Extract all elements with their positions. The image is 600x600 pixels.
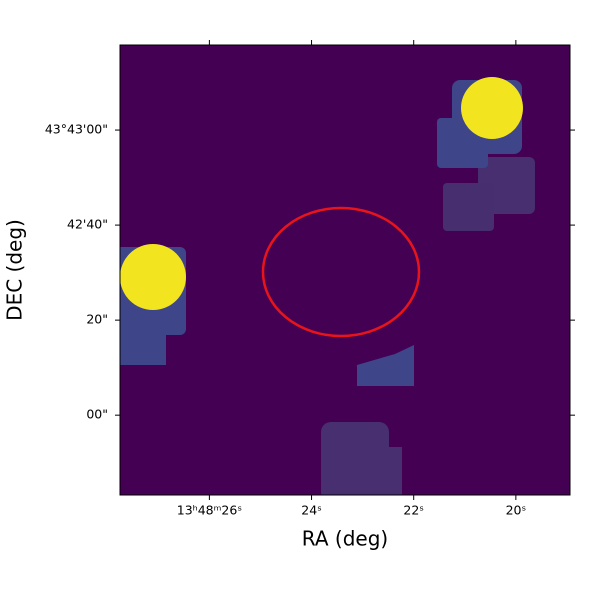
- x-tick-label: 24ˢ: [301, 503, 322, 518]
- bright-source: [120, 244, 186, 310]
- aperture: [261, 206, 421, 338]
- y-axis-label: DEC (deg): [3, 219, 27, 321]
- source-patch: [443, 183, 494, 231]
- bright-source: [461, 77, 523, 139]
- image: [120, 45, 570, 495]
- source-patch: [321, 422, 389, 495]
- source-patch: [357, 345, 414, 386]
- x-tick-label: 13ʰ48ᵐ26ˢ: [177, 503, 242, 518]
- x-tick-label: 20ˢ: [506, 503, 527, 518]
- y-tick-label: 43°43'00": [45, 122, 108, 137]
- source-patch: [380, 447, 402, 495]
- x-tick-label: 22ˢ: [403, 503, 424, 518]
- y-tick-label: 20": [86, 312, 108, 327]
- frame: [119, 44, 571, 496]
- source-patch: [120, 330, 166, 365]
- y-tick-label: 00": [86, 407, 108, 422]
- y-tick-label: 42'40": [67, 217, 108, 232]
- x-axis-label: RA (deg): [302, 527, 388, 551]
